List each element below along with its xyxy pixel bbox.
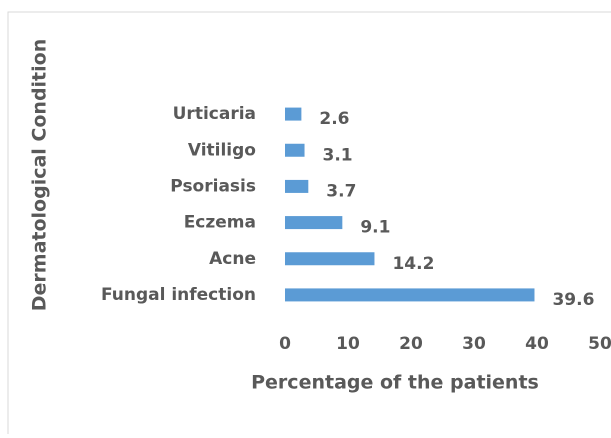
x-tick-label: 0 xyxy=(279,334,291,354)
bar xyxy=(285,252,375,266)
data-label: 39.6 xyxy=(552,290,594,310)
y-tick-label: Eczema xyxy=(184,213,256,233)
x-axis-title: Percentage of the patients xyxy=(251,372,539,394)
bar xyxy=(285,179,309,193)
bar xyxy=(285,143,305,157)
y-axis-title: Dermatological Condition xyxy=(29,39,51,312)
y-tick-label: Urticaria xyxy=(173,104,256,124)
x-tick-label: 40 xyxy=(525,334,549,354)
data-label: 9.1 xyxy=(360,218,390,238)
x-tick-label: 30 xyxy=(462,334,486,354)
bar xyxy=(285,216,343,230)
x-tick-label: 20 xyxy=(399,334,423,354)
data-label: 2.6 xyxy=(319,109,349,129)
bar xyxy=(285,107,302,121)
x-tick-label: 10 xyxy=(336,334,360,354)
bar xyxy=(285,288,535,302)
y-tick-label: Acne xyxy=(209,249,256,269)
y-tick-label: Fungal infection xyxy=(101,285,256,305)
y-tick-label: Vitiligo xyxy=(188,140,256,160)
data-label: 3.1 xyxy=(323,145,353,165)
y-tick-label: Psoriasis xyxy=(170,176,256,196)
data-label: 14.2 xyxy=(392,254,434,274)
data-label: 3.7 xyxy=(326,181,356,201)
x-tick-label: 50 xyxy=(588,334,611,354)
